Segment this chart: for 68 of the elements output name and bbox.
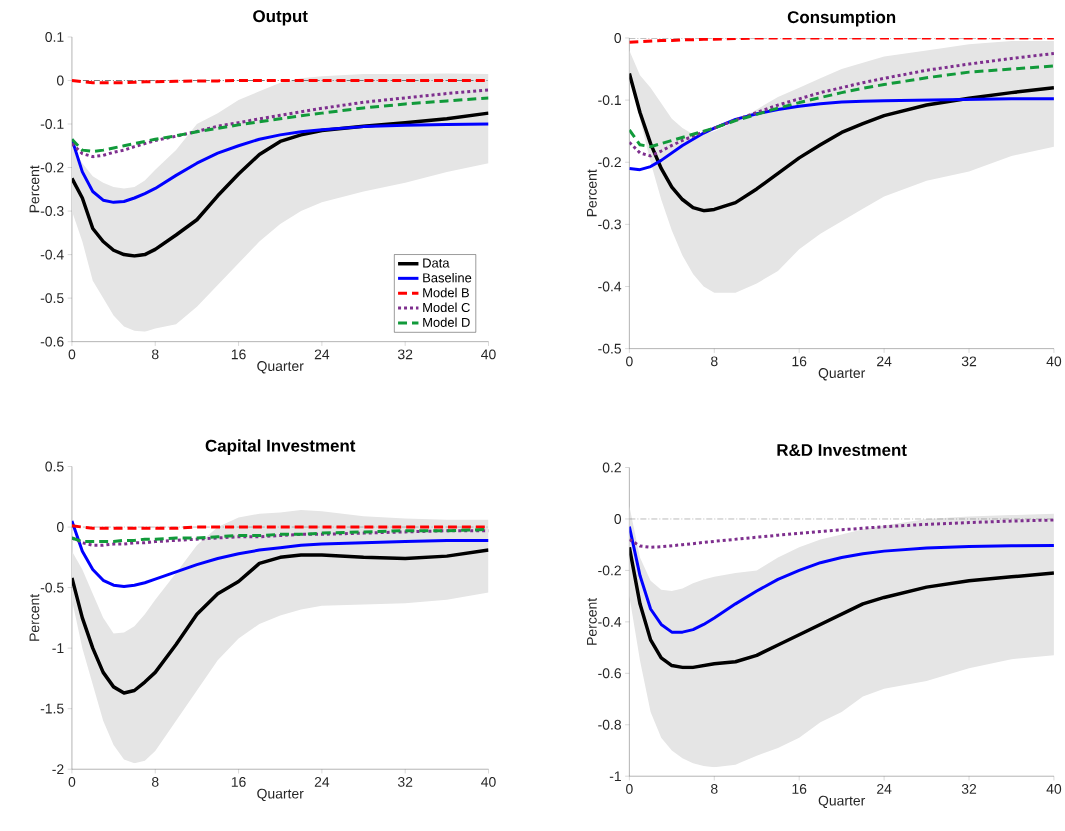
y-tick-label: -0.4	[598, 281, 622, 292]
y-axis-title: Percent	[29, 593, 40, 641]
y-tick-label: -0.8	[598, 719, 621, 730]
y-tick-label: -0.5	[598, 343, 622, 354]
y-tick-label: -1	[52, 643, 64, 653]
y-tick-label: 0	[56, 75, 64, 86]
y-tick-label: -0.3	[598, 219, 621, 230]
x-tick-label: 24	[314, 776, 330, 787]
y-axis-title: Percent	[587, 597, 597, 645]
y-tick-label: 0	[56, 522, 64, 532]
x-tick-label: 16	[231, 776, 246, 787]
x-tick-label: 0	[626, 783, 633, 794]
x-tick-label: 24	[314, 349, 330, 360]
y-tick-label: -0.6	[40, 336, 64, 347]
x-axis-title: Quarter	[257, 361, 304, 374]
x-tick-label: 24	[877, 783, 892, 794]
x-axis-title: Quarter	[818, 368, 866, 381]
y-tick-label: -0.1	[598, 95, 621, 105]
y-tick-label: 0.2	[602, 462, 621, 473]
x-tick-label: 0	[626, 356, 633, 367]
chart-title: Output	[253, 10, 308, 26]
y-axis-title: Percent	[29, 165, 40, 213]
y-tick-label: -2	[52, 764, 64, 775]
y-tick-label: -1	[609, 771, 621, 781]
y-tick-label: 0.5	[45, 461, 64, 472]
y-tick-label: -0.3	[40, 206, 64, 216]
legend-label: Model B	[423, 287, 469, 298]
x-tick-label: 0	[68, 776, 76, 787]
legend-label: Data	[423, 258, 450, 268]
x-tick-label: 32	[961, 783, 977, 794]
y-tick-label: -0.2	[598, 157, 621, 168]
x-tick-label: 8	[711, 783, 718, 794]
x-axis-title: Quarter	[818, 795, 866, 808]
x-tick-label: 24	[877, 356, 892, 367]
y-tick-label: 0.1	[45, 31, 64, 42]
x-tick-label: 16	[792, 783, 807, 794]
legend-label: Model D	[423, 317, 470, 327]
y-tick-label: 0	[614, 32, 622, 43]
chart-title: R&D Investment	[777, 444, 907, 456]
x-tick-label: 16	[231, 349, 246, 360]
x-tick-label: 40	[1046, 356, 1062, 367]
x-tick-label: 32	[397, 349, 413, 360]
x-tick-label: 40	[481, 349, 496, 360]
y-tick-label: -0.2	[598, 565, 621, 576]
x-tick-label: 8	[711, 356, 718, 367]
y-tick-label: -0.2	[40, 162, 64, 173]
y-tick-label: 0	[614, 513, 622, 524]
legend-label: Model C	[423, 302, 470, 313]
chart-title: Consumption	[787, 10, 896, 27]
y-tick-label: -0.6	[598, 668, 621, 679]
legend-label: Baseline	[423, 272, 472, 283]
x-tick-label: 32	[397, 776, 413, 787]
y-tick-label: -0.1	[40, 118, 64, 129]
y-tick-label: -0.4	[598, 616, 622, 627]
y-tick-label: -0.4	[40, 249, 64, 260]
x-axis-title: Quarter	[257, 788, 304, 801]
y-tick-label: -0.5	[40, 582, 64, 593]
x-tick-label: 40	[1046, 783, 1062, 794]
x-tick-label: 8	[151, 349, 159, 360]
x-tick-label: 40	[481, 776, 496, 787]
x-tick-label: 16	[792, 356, 807, 367]
x-tick-label: 8	[151, 776, 159, 787]
x-tick-label: 0	[68, 349, 76, 360]
y-tick-label: -1.5	[40, 703, 64, 714]
y-tick-label: -0.5	[40, 293, 64, 303]
x-tick-label: 32	[961, 356, 977, 367]
y-axis-title: Percent	[587, 169, 597, 217]
chart-title: Capital Investment	[205, 439, 356, 455]
